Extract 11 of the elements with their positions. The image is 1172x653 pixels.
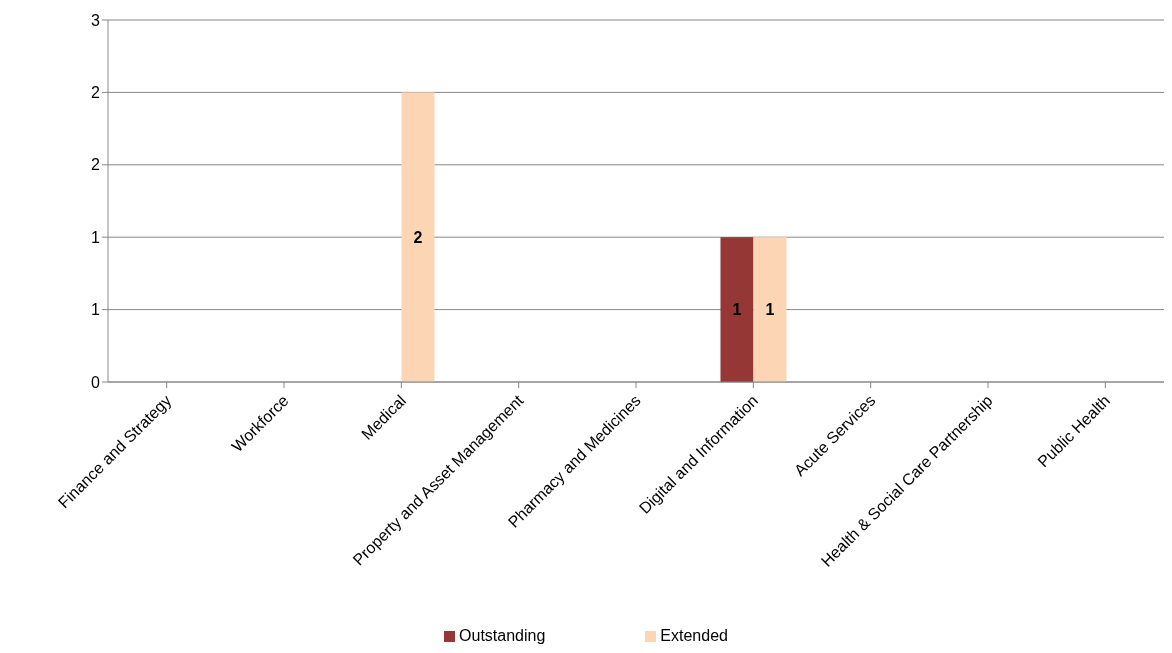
y-tick-label: 2	[91, 156, 101, 174]
legend-label: Outstanding	[459, 627, 546, 645]
y-tick-label: 0	[91, 373, 101, 391]
data-label: 1	[732, 301, 742, 319]
data-label: 2	[413, 228, 423, 246]
y-tick-label: 1	[91, 228, 101, 246]
data-label: 1	[765, 301, 775, 319]
y-tick-label: 1	[91, 301, 101, 319]
legend-label: Extended	[660, 627, 728, 645]
y-tick-label: 3	[91, 11, 101, 29]
y-tick-label: 2	[91, 84, 101, 102]
